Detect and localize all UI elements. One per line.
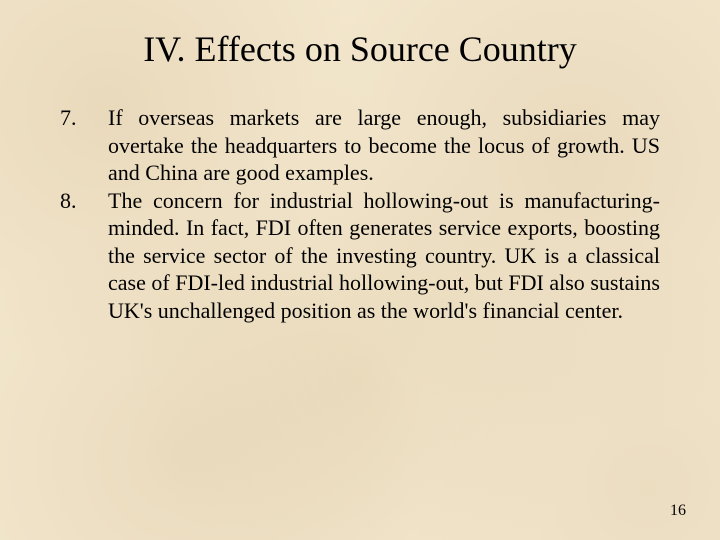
page-number: 16 — [670, 502, 686, 520]
item-number: 8. — [60, 187, 108, 215]
slide: IV. Effects on Source Country 7. If over… — [0, 0, 720, 540]
item-number: 7. — [60, 104, 108, 132]
list-item: 8. The concern for industrial hollowing-… — [60, 187, 660, 325]
item-text: The concern for industrial hollowing-out… — [108, 187, 660, 325]
list-item: 7. If overseas markets are large enough,… — [60, 104, 660, 187]
content-list: 7. If overseas markets are large enough,… — [60, 104, 660, 324]
item-text: If overseas markets are large enough, su… — [108, 104, 660, 187]
slide-title: IV. Effects on Source Country — [60, 28, 660, 70]
